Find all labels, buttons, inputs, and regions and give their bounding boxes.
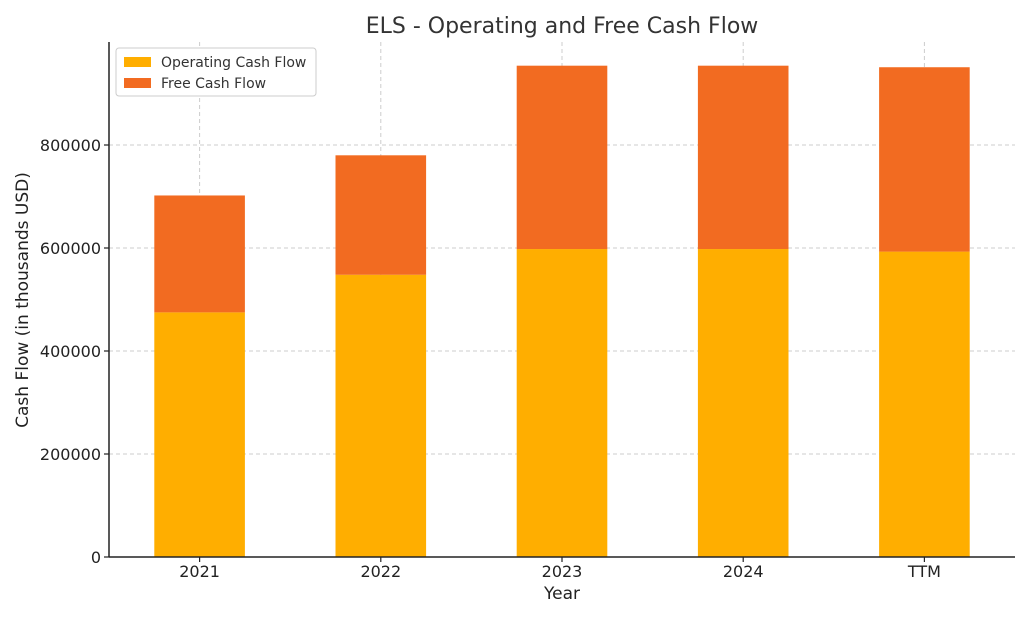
legend: Operating Cash Flow Free Cash Flow <box>115 47 317 97</box>
bar-operating-cash-flow-2023 <box>516 249 608 557</box>
legend-label: Free Cash Flow <box>161 76 266 92</box>
bar-operating-cash-flow-ttm <box>879 251 970 558</box>
legend-swatch <box>124 57 151 67</box>
bars <box>154 65 970 558</box>
y-tick-label: 400000 <box>40 342 101 361</box>
bar-free-cash-flow-2021 <box>154 195 245 313</box>
bar-free-cash-flow-2023 <box>516 65 608 250</box>
x-axis-title: Year <box>543 584 580 604</box>
y-axis-title: Cash Flow (in thousands USD) <box>13 172 33 428</box>
y-tick-label: 600000 <box>40 239 101 258</box>
x-tick-label: 2024 <box>723 562 764 581</box>
y-tick-label: 200000 <box>40 445 101 464</box>
y-tick-label: 0 <box>91 548 101 567</box>
legend-frame <box>115 47 317 97</box>
axes <box>104 42 1015 562</box>
tick-labels: 0 200000 400000 600000 800000 2021 2022 2023 202… <box>40 136 941 581</box>
bar-operating-cash-flow-2022 <box>335 274 427 557</box>
x-tick-label: TTM <box>907 562 941 581</box>
chart-title: ELS - Operating and Free Cash Flow <box>366 14 759 39</box>
legend-swatch <box>124 78 151 88</box>
bar-operating-cash-flow-2021 <box>154 312 245 557</box>
x-tick-label: 2021 <box>179 562 220 581</box>
bar-free-cash-flow-ttm <box>879 67 970 252</box>
bar-operating-cash-flow-2024 <box>697 249 789 557</box>
bar-free-cash-flow-2022 <box>335 155 427 275</box>
x-tick-label: 2022 <box>360 562 401 581</box>
bar-free-cash-flow-2024 <box>697 65 789 250</box>
x-tick-label: 2023 <box>542 562 583 581</box>
legend-label: Operating Cash Flow <box>161 55 306 71</box>
y-tick-label: 800000 <box>40 136 101 155</box>
